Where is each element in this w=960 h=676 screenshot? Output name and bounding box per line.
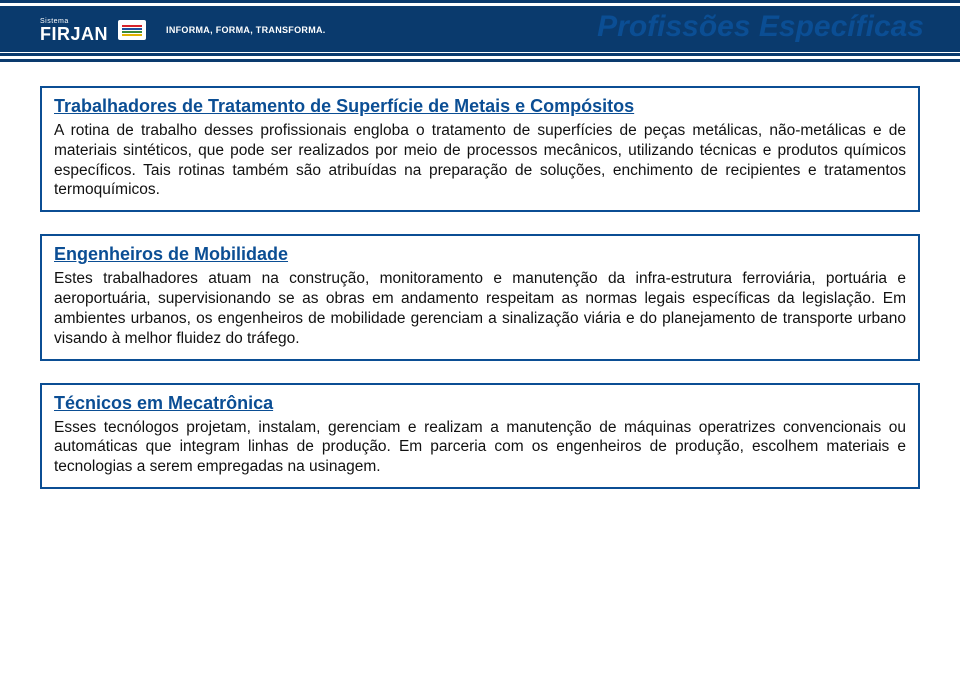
badge-line bbox=[122, 31, 142, 33]
badge-line bbox=[122, 34, 142, 36]
card-title: Engenheiros de Mobilidade bbox=[54, 244, 906, 265]
logo-tagline: INFORMA, FORMA, TRANSFORMA. bbox=[166, 25, 326, 35]
card-profession: Trabalhadores de Tratamento de Superfíci… bbox=[40, 86, 920, 212]
content: Trabalhadores de Tratamento de Superfíci… bbox=[0, 64, 960, 489]
logo-badge bbox=[118, 20, 146, 40]
card-body: A rotina de trabalho desses profissionai… bbox=[54, 121, 906, 200]
logo-firjan: FIRJAN bbox=[40, 25, 108, 43]
badge-line bbox=[122, 28, 142, 30]
card-title: Trabalhadores de Tratamento de Superfíci… bbox=[54, 96, 906, 117]
page-title: Profissões Específicas bbox=[597, 10, 924, 44]
stripe bbox=[0, 59, 960, 62]
card-body: Esses tecnólogos projetam, instalam, ger… bbox=[54, 418, 906, 477]
page-header: Sistema FIRJAN INFORMA, FORMA, TRANSFORM… bbox=[0, 0, 960, 64]
card-profession: Engenheiros de Mobilidade Estes trabalha… bbox=[40, 234, 920, 360]
card-profession: Técnicos em Mecatrônica Esses tecnólogos… bbox=[40, 383, 920, 489]
badge-line bbox=[122, 25, 142, 27]
logo: Sistema FIRJAN INFORMA, FORMA, TRANSFORM… bbox=[40, 18, 326, 43]
card-title: Técnicos em Mecatrônica bbox=[54, 393, 906, 414]
card-body: Estes trabalhadores atuam na construção,… bbox=[54, 269, 906, 348]
